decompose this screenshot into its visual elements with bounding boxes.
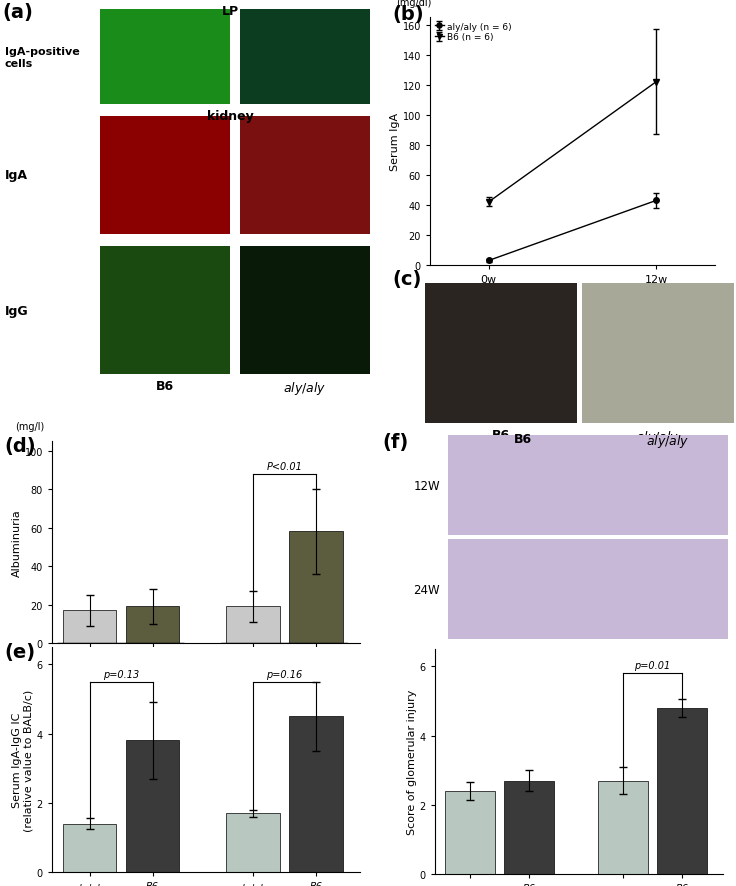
Bar: [289, 717, 343, 872]
Y-axis label: Serum IgA: Serum IgA: [389, 113, 400, 171]
Bar: [448, 540, 588, 640]
Text: 24W: 24W: [414, 583, 440, 595]
Bar: [100, 10, 230, 105]
Bar: [289, 532, 343, 643]
Text: B6: B6: [156, 379, 174, 392]
Text: p=0.01: p=0.01: [634, 661, 670, 671]
Text: P<0.01: P<0.01: [266, 462, 302, 471]
Bar: [448, 436, 588, 535]
Text: B6: B6: [492, 429, 510, 441]
Bar: [63, 610, 116, 643]
Bar: [240, 117, 370, 235]
Bar: [657, 708, 707, 874]
Text: p=0.13: p=0.13: [103, 669, 139, 679]
Bar: [100, 117, 230, 235]
Y-axis label: Score of glomerular injury: Score of glomerular injury: [407, 689, 417, 835]
Bar: [227, 607, 280, 643]
Text: IgG: IgG: [5, 304, 29, 317]
Y-axis label: Serum IgA-IgG IC
(relative value to BALB/c): Serum IgA-IgG IC (relative value to BALB…: [13, 688, 34, 831]
Text: LP: LP: [222, 5, 238, 18]
Text: (b): (b): [392, 5, 424, 24]
Bar: [126, 741, 180, 872]
Legend: aly/aly (n = 6), B6 (n = 6): aly/aly (n = 6), B6 (n = 6): [434, 22, 512, 43]
Bar: [588, 436, 728, 535]
Y-axis label: Albuminuria: Albuminuria: [12, 509, 22, 576]
Text: kidney: kidney: [207, 110, 253, 123]
Bar: [126, 607, 180, 643]
Bar: [240, 246, 370, 375]
Bar: [100, 246, 230, 375]
Text: (c): (c): [392, 269, 422, 289]
Bar: [240, 10, 370, 105]
Bar: [445, 791, 495, 874]
Bar: [582, 284, 734, 424]
Text: 12W: 12W: [108, 678, 135, 691]
Bar: [425, 284, 577, 424]
Text: 12W: 12W: [414, 479, 440, 492]
Bar: [227, 813, 280, 872]
Text: 24W: 24W: [272, 678, 298, 691]
Text: $aly/aly$: $aly/aly$: [283, 379, 327, 397]
Bar: [63, 824, 116, 872]
Text: (mg/l): (mg/l): [15, 422, 44, 431]
Text: (a): (a): [2, 3, 33, 22]
Text: $aly/aly$: $aly/aly$: [646, 432, 690, 449]
Bar: [504, 781, 554, 874]
Text: (mg/dl): (mg/dl): [396, 0, 431, 8]
Text: IgA: IgA: [5, 169, 28, 183]
Bar: [588, 540, 728, 640]
Text: $aly/aly$: $aly/aly$: [637, 429, 680, 446]
Text: B6: B6: [514, 432, 532, 446]
Text: (f): (f): [382, 432, 408, 452]
Text: IgA-positive
cells: IgA-positive cells: [5, 47, 79, 69]
Text: (d): (d): [4, 437, 35, 455]
Text: p=0.16: p=0.16: [266, 669, 302, 679]
Bar: [598, 781, 648, 874]
Text: (e): (e): [4, 642, 35, 661]
